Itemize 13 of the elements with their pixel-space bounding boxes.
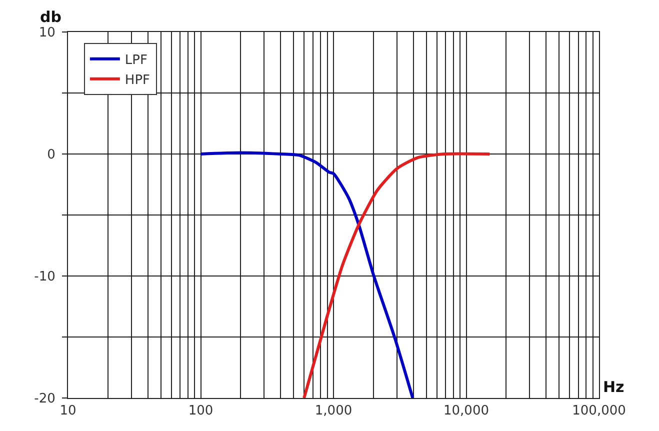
x-tick-label: 100,000 bbox=[572, 404, 626, 419]
y-tick-label: -20 bbox=[34, 392, 56, 407]
y-tick-label: 0 bbox=[47, 148, 56, 163]
x-tick-label: 100 bbox=[188, 404, 214, 419]
legend-label: HPF bbox=[124, 72, 150, 88]
legend-label: LPF bbox=[124, 53, 148, 68]
x-tick-label: 10,000 bbox=[444, 404, 489, 419]
x-tick-label: 10 bbox=[60, 404, 76, 419]
y-tick-label: -10 bbox=[34, 270, 56, 285]
x-axis-title: Hz bbox=[603, 378, 625, 396]
y-axis-title: db bbox=[40, 8, 62, 26]
y-tick-label: 10 bbox=[38, 26, 56, 41]
x-tick-label: 1,000 bbox=[314, 404, 352, 419]
